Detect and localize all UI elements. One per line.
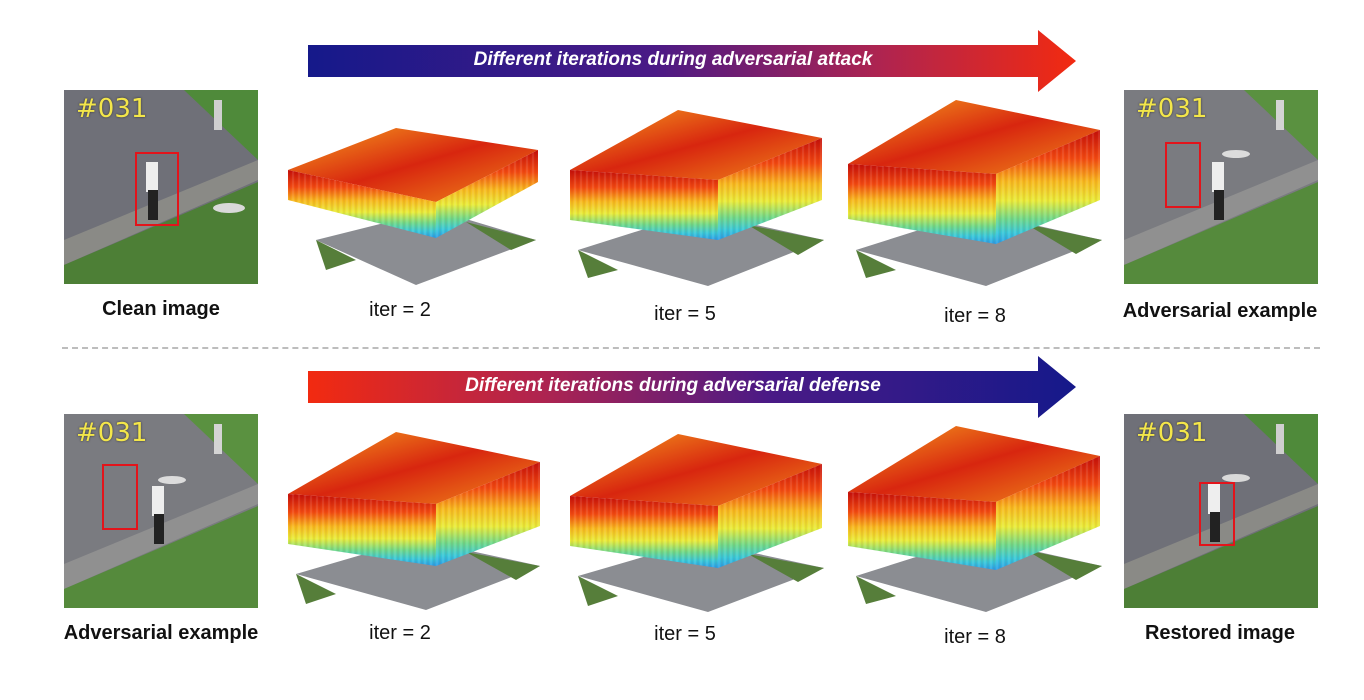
attack-arrow-label: Different iterations during adversarial … (473, 49, 873, 70)
row-divider (62, 347, 1320, 349)
adversarial-example-caption: Adversarial example (1122, 300, 1318, 322)
adversarial-example-caption: Adversarial example (63, 622, 259, 644)
frame-id-label: #031 (76, 94, 148, 124)
frame-id-label: #031 (76, 418, 148, 448)
street-scene-image (64, 90, 258, 284)
attack-arrow (308, 30, 1076, 92)
iter-label: iter = 5 (654, 623, 716, 645)
frame-id-label: #031 (1136, 418, 1208, 448)
bounding-box (135, 152, 179, 226)
defense-surface-iter8 (848, 426, 1102, 612)
street-scene-image (64, 414, 258, 608)
restored-image: #031 (1124, 414, 1318, 608)
bounding-box (102, 464, 138, 530)
attack-surface-iter5 (570, 110, 824, 286)
street-scene-image (1124, 90, 1318, 284)
defense-surface-iter2 (288, 432, 540, 610)
defense-arrow (308, 356, 1076, 418)
street-scene-image (1124, 414, 1318, 608)
bounding-box (1165, 142, 1201, 208)
attack-surface-iter2 (288, 128, 538, 285)
iter-label: iter = 5 (654, 303, 716, 325)
iter-label: iter = 2 (369, 622, 431, 644)
frame-id-label: #031 (1136, 94, 1208, 124)
adversarial-example-image: #031 (64, 414, 258, 608)
defense-surface-iter5 (570, 434, 824, 612)
attack-surface-iter8 (848, 100, 1102, 286)
defense-arrow-label: Different iterations during adversarial … (465, 375, 881, 396)
adversarial-example-image: #031 (1124, 90, 1318, 284)
clean-image: #031 (64, 90, 258, 284)
iter-label: iter = 8 (944, 305, 1006, 327)
iter-label: iter = 8 (944, 626, 1006, 648)
iter-label: iter = 2 (369, 299, 431, 321)
bounding-box (1199, 482, 1235, 546)
restored-image-caption: Restored image (1144, 622, 1296, 644)
clean-image-caption: Clean image (102, 298, 220, 320)
